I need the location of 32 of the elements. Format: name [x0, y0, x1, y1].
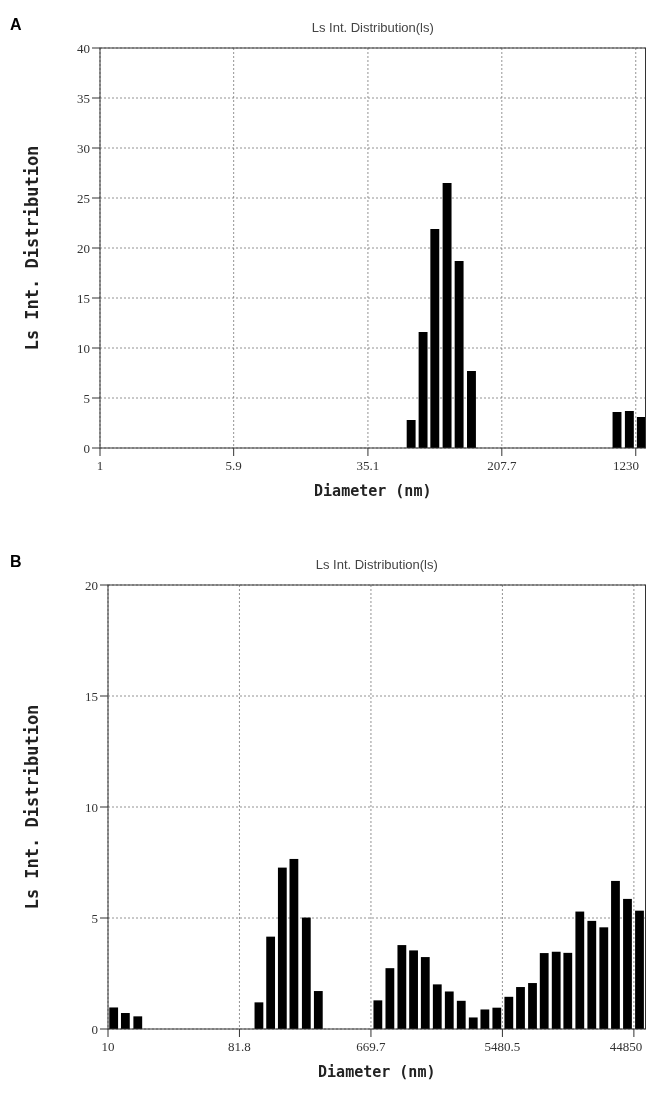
y-tick-label: 0 — [83, 440, 90, 456]
x-tick-label: 1 — [96, 458, 104, 473]
text: B — [10, 553, 22, 570]
x-axis-title: Diameter (nm) — [318, 1063, 436, 1081]
x-tick-label: 5.9 — [225, 458, 242, 473]
x-tick-label: 669.7 — [356, 1039, 387, 1054]
y-tick-label: 10 — [85, 799, 98, 815]
y-axis-title: Ls Int. Distribution — [22, 145, 42, 351]
y-axis-title: Ls Int. Distribution — [22, 704, 42, 910]
y-tick-label: 25 — [77, 190, 90, 206]
y-tick-label: 15 — [77, 290, 90, 306]
chart-title: Ls Int. Distribution(ls) — [311, 20, 434, 35]
x-tick-label: 5480.5 — [484, 1039, 521, 1054]
chart-title: Ls Int. Distribution(ls) — [315, 557, 438, 572]
y-tick-label: 5 — [91, 910, 98, 926]
y-tick-label: 10 — [77, 340, 90, 356]
x-tick-label: 81.8 — [228, 1039, 251, 1054]
y-tick-label: 40 — [77, 40, 90, 56]
x-tick-label: 44850 — [609, 1039, 643, 1054]
y-tick-label: 20 — [77, 240, 90, 256]
y-tick-label: 20 — [85, 577, 98, 593]
x-tick-label: 1230 — [613, 458, 639, 473]
x-tick-label: 10 — [101, 1039, 115, 1054]
text: A — [10, 16, 22, 33]
y-tick-label: 5 — [83, 390, 90, 406]
x-tick-label: 207.7 — [487, 458, 517, 473]
y-tick-label: 35 — [77, 90, 90, 106]
y-tick-label: 30 — [77, 140, 90, 156]
y-tick-label: 0 — [91, 1021, 98, 1037]
x-tick-label: 35.1 — [356, 458, 380, 473]
x-axis-title: Diameter (nm) — [314, 482, 432, 500]
y-tick-label: 15 — [85, 688, 98, 704]
